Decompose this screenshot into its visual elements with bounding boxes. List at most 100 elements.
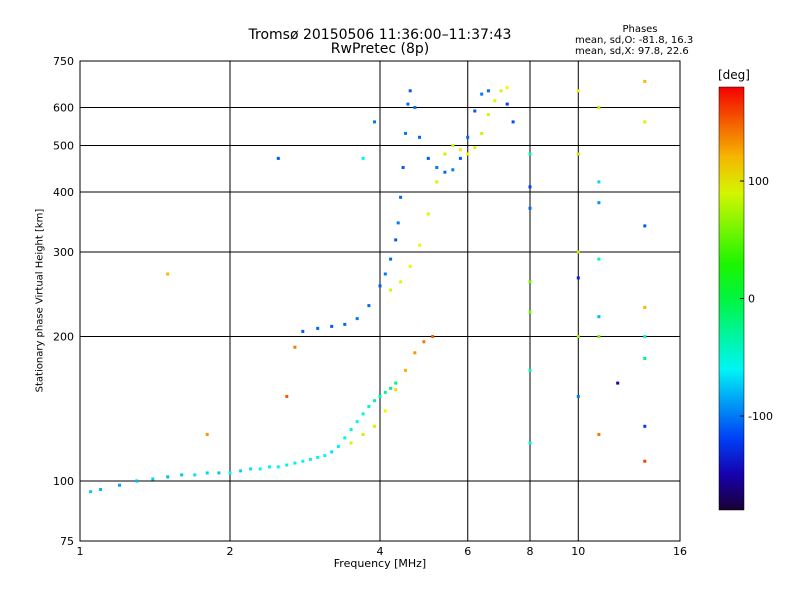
data-point — [406, 102, 410, 106]
data-point — [367, 405, 371, 408]
data-point — [249, 467, 253, 471]
data-point — [576, 89, 580, 93]
data-point — [349, 428, 353, 432]
data-point — [118, 483, 121, 487]
data-points — [89, 79, 647, 494]
data-point — [643, 357, 647, 360]
data-point — [528, 185, 532, 189]
grid-lines — [80, 61, 680, 541]
colorbar-label: [deg] — [718, 68, 750, 82]
data-point — [276, 465, 280, 469]
data-point — [422, 340, 426, 344]
y-tick-labels: 75 100 200 300 400 500 600 750 — [53, 55, 74, 548]
colorbar — [718, 86, 745, 511]
data-point — [361, 433, 365, 436]
data-point — [361, 412, 365, 416]
data-point — [435, 180, 439, 184]
x-tick-label: 8 — [527, 545, 534, 558]
stats-heading: Phases — [622, 24, 658, 35]
data-point — [316, 455, 320, 459]
data-point — [528, 368, 532, 372]
data-point — [355, 317, 359, 321]
data-point — [394, 238, 398, 242]
data-point — [493, 99, 497, 103]
data-point — [205, 433, 209, 436]
data-point — [576, 250, 580, 254]
data-point — [408, 89, 412, 93]
data-point — [486, 113, 490, 117]
data-point — [399, 280, 403, 284]
data-point — [443, 152, 447, 156]
data-point — [99, 488, 103, 491]
data-point — [389, 257, 393, 261]
data-point — [443, 170, 447, 174]
data-point — [166, 272, 170, 276]
data-point — [511, 120, 515, 124]
data-point — [228, 471, 232, 475]
data-point — [378, 395, 382, 398]
data-point — [349, 441, 353, 445]
stats-o-line: mean, sd,O: -81.8, 16.3 — [575, 35, 694, 46]
data-point — [404, 368, 407, 372]
data-point — [643, 305, 647, 309]
data-point — [323, 454, 327, 458]
data-point — [418, 135, 421, 139]
data-point — [480, 92, 484, 96]
y-tick-label: 300 — [53, 246, 74, 259]
data-point — [258, 467, 262, 471]
data-point — [401, 166, 405, 169]
colorbar-tick-label: 100 — [748, 175, 769, 188]
data-point — [597, 201, 601, 205]
data-point — [276, 156, 280, 160]
data-point — [576, 276, 580, 280]
data-point — [413, 106, 417, 109]
x-tick-label: 2 — [227, 545, 234, 558]
data-point — [389, 288, 393, 292]
data-point — [396, 221, 400, 225]
y-tick-label: 200 — [53, 331, 74, 344]
stats-x-line: mean, sd,X: 97.8, 22.6 — [575, 46, 689, 57]
data-point — [316, 326, 320, 330]
y-tick-label: 750 — [53, 55, 74, 68]
data-point — [373, 424, 376, 428]
y-tick-label: 75 — [60, 535, 74, 548]
data-point — [418, 243, 421, 247]
data-point — [151, 477, 155, 481]
data-point — [466, 152, 470, 156]
data-point — [89, 490, 93, 494]
data-point — [193, 473, 197, 477]
data-point — [505, 102, 509, 106]
data-point — [431, 335, 435, 338]
data-point — [373, 399, 376, 403]
data-point — [301, 329, 305, 333]
data-point — [399, 195, 403, 199]
data-point — [576, 152, 580, 156]
data-point — [528, 310, 532, 314]
x-tick-label: 6 — [464, 545, 471, 558]
x-tick-labels: 1 2 4 6 8 10 16 — [77, 545, 688, 558]
data-point — [343, 322, 347, 326]
data-point — [373, 120, 376, 124]
data-point — [597, 180, 601, 184]
data-point — [389, 386, 393, 390]
colorbar-ticks: -100 0 100 — [740, 175, 773, 423]
data-point — [597, 315, 601, 319]
data-point — [394, 381, 398, 385]
data-point — [361, 156, 365, 160]
data-point — [293, 345, 297, 349]
data-point — [413, 351, 417, 355]
data-point — [180, 473, 184, 477]
data-point — [285, 395, 289, 398]
data-point — [576, 335, 580, 338]
data-point — [367, 304, 371, 308]
chart-title: Tromsø 20150506 11:36:00–11:37:43 — [248, 27, 512, 43]
data-point — [451, 168, 455, 172]
data-point — [135, 479, 139, 483]
data-point — [301, 459, 305, 463]
y-tick-label: 100 — [53, 475, 74, 488]
data-point — [404, 131, 407, 135]
data-point — [426, 212, 430, 216]
data-point — [336, 445, 340, 448]
data-point — [285, 463, 289, 467]
